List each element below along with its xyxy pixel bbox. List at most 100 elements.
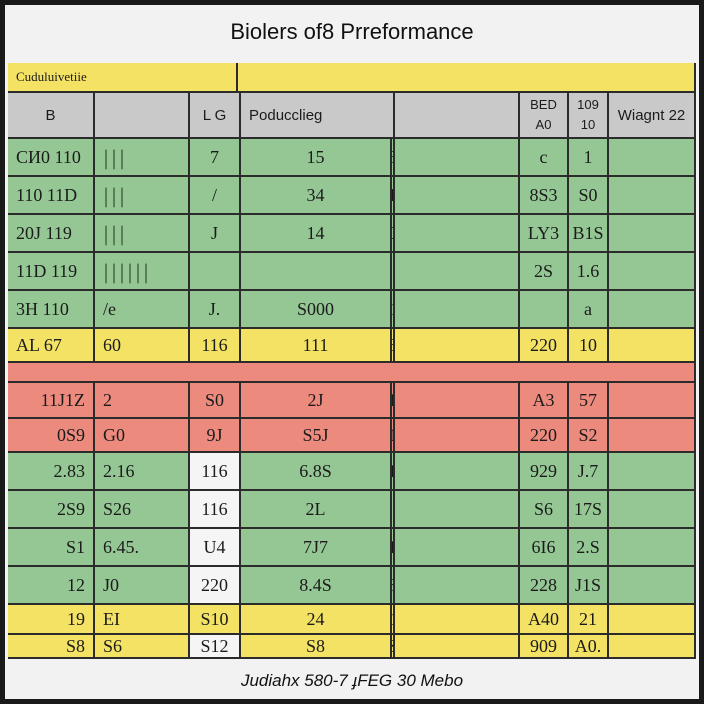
table-cell: S6 <box>95 635 190 659</box>
table-cell: 15 <box>241 139 392 177</box>
table-cell: 19 <box>8 605 95 635</box>
table-cell <box>395 253 520 291</box>
table-cell: G0 <box>95 419 190 453</box>
table-cell <box>520 291 569 329</box>
table-cell <box>609 383 696 419</box>
table-cell <box>395 383 520 419</box>
table-cell: A10 <box>392 291 395 329</box>
table-cell: 12 <box>8 567 95 605</box>
table-cell <box>95 215 190 253</box>
table-cell: 2S1 <box>392 635 395 659</box>
header-cell-b: B <box>8 93 95 139</box>
table-cell: S1S <box>392 453 395 491</box>
table-cell <box>95 177 190 215</box>
table-cell: LY3 <box>520 215 569 253</box>
table-cell: 2L <box>241 491 392 529</box>
table-cell: 2S <box>520 253 569 291</box>
table-cell <box>395 567 520 605</box>
table-cell: 116 <box>190 453 241 491</box>
table-cell: 116 <box>190 329 241 363</box>
table-cell: 220 <box>520 419 569 453</box>
table-cell: 0S9 <box>8 419 95 453</box>
table-cell <box>609 529 696 567</box>
table-cell: 34 <box>241 177 392 215</box>
table-cell: J.7 <box>569 453 609 491</box>
table-cell: 8S3 <box>520 177 569 215</box>
table-cell: A0. <box>569 635 609 659</box>
table-page: Biolers of8 Prreformance Cuduluivetiie B L… <box>5 5 699 699</box>
table-cell: 11D 119 <box>8 253 95 291</box>
table-cell: 909 <box>520 635 569 659</box>
header-cell-109: 109 10 <box>569 93 609 139</box>
table-cell: 111 <box>241 329 392 363</box>
table-cell <box>392 253 395 291</box>
hatch-mark: ∣∣∣ <box>101 147 127 170</box>
table-cell: A40 <box>520 605 569 635</box>
table-cell <box>609 253 696 291</box>
table-cell: 28S <box>392 567 395 605</box>
table-cell: S8 <box>241 635 392 659</box>
table-cell: 089 <box>392 329 395 363</box>
table-cell: 6.8S <box>241 453 392 491</box>
table-cell: B1S <box>569 215 609 253</box>
table-cell: S0 <box>190 383 241 419</box>
table-cell: 57 <box>569 383 609 419</box>
header-sub-label: A0 <box>535 117 552 132</box>
table-cell: J. <box>190 291 241 329</box>
table-cell: S1 <box>8 529 95 567</box>
table-cell: 10 <box>569 329 609 363</box>
table-cell: 1 <box>569 139 609 177</box>
table-cell: 6.45. <box>95 529 190 567</box>
header-sub-label: 109 <box>577 97 599 112</box>
table-cell: 9J <box>190 419 241 453</box>
hatch-mark: ∣∣∣ <box>101 185 127 208</box>
table-cell: A3 <box>520 383 569 419</box>
table-cell: 2J <box>241 383 392 419</box>
table-cell: 929 <box>520 453 569 491</box>
table-cell: 11J <box>392 419 395 453</box>
table-cell: 8.4S <box>241 567 392 605</box>
table-footer: Judiahx 580-7 ɟFEG 30 Mebo <box>240 671 464 690</box>
hatch-mark: ∣∣∣∣∣∣ <box>101 261 151 284</box>
table-cell: S2 <box>569 419 609 453</box>
table-cell: 60 <box>95 329 190 363</box>
header-sub-label: 10 <box>580 117 596 132</box>
table-cell: S7 <box>392 491 395 529</box>
header-cell-empty <box>95 93 190 139</box>
table-cell: S8 <box>8 635 95 659</box>
table-cell <box>395 291 520 329</box>
table-cell <box>609 605 696 635</box>
table-cell: U4 <box>190 529 241 567</box>
table-cell: 183 <box>392 139 395 177</box>
table-cell: a <box>569 291 609 329</box>
table-cell: 7 <box>190 139 241 177</box>
table-cell: 2 <box>95 383 190 419</box>
table-cell: S12 <box>190 635 241 659</box>
table-cell: c <box>520 139 569 177</box>
table-cell: J <box>190 215 241 253</box>
table-cell: 220 <box>520 329 569 363</box>
table-cell: 3.1.3 <box>392 529 395 567</box>
table-cell: S26 <box>95 491 190 529</box>
table-title: Biolers of8 Prreformance <box>230 19 474 44</box>
header-cell-production: Poducclieg <box>241 93 395 139</box>
band-fill-cell <box>238 63 696 93</box>
table-cell: 24 <box>241 605 392 635</box>
table-cell: 2.S <box>569 529 609 567</box>
table-cell: 2.83 <box>8 453 95 491</box>
table-cell: S0 <box>569 177 609 215</box>
table-cell <box>609 419 696 453</box>
table-cell: 228 <box>520 567 569 605</box>
table-cell: 1.6 <box>569 253 609 291</box>
table-cell: S000 <box>241 291 392 329</box>
table-cell: 110 11D <box>8 177 95 215</box>
table-cell: S10 <box>190 605 241 635</box>
table-cell: 2S9 <box>8 491 95 529</box>
table-cell: 300 <box>392 215 395 253</box>
table-cell <box>395 635 520 659</box>
performance-table: Cuduluivetiie B L G Poducclieg BED A0 109 10 Wia… <box>8 63 696 659</box>
table-cell: 2.16 <box>95 453 190 491</box>
table-cell: EI <box>95 605 190 635</box>
table-cell <box>609 329 696 363</box>
table-cell <box>609 453 696 491</box>
